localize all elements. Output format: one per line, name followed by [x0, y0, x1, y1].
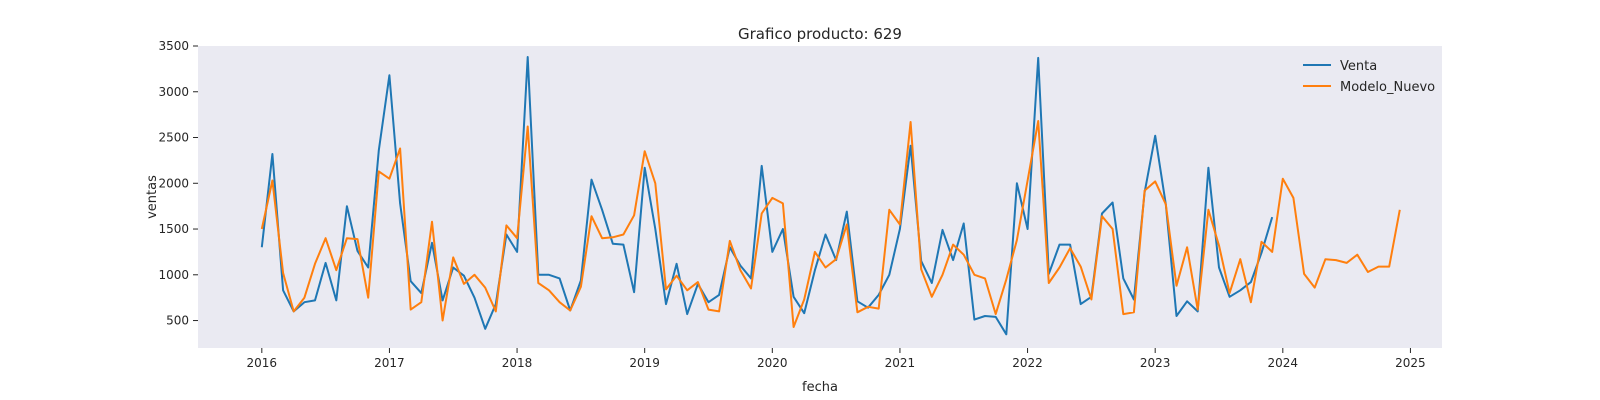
legend-label: Modelo_Nuevo — [1340, 80, 1435, 95]
y-tick-label: 2500 — [158, 131, 189, 145]
x-axis-label: fecha — [802, 380, 838, 395]
y-tick-label: 500 — [166, 314, 189, 328]
legend-label: Venta — [1340, 59, 1377, 74]
y-tick-label: 3500 — [158, 39, 189, 53]
y-tick-label: 1500 — [158, 222, 189, 236]
x-tick-label: 2016 — [247, 356, 278, 370]
x-tick-label: 2024 — [1268, 356, 1299, 370]
series-line-modelo-nuevo — [260, 120, 1401, 328]
y-axis-ticks: 500 1000 1500 2000 2500 3000 3500 — [158, 39, 198, 328]
series-line-venta — [260, 56, 1274, 336]
y-tick-label: 1000 — [158, 268, 189, 282]
x-tick-label: 2018 — [502, 356, 533, 370]
x-axis-ticks: 2016 2017 2018 2019 2020 2021 2022 2023 2024 2025 — [247, 348, 1426, 370]
x-tick-label: 2020 — [757, 356, 788, 370]
y-axis-label: ventas — [145, 175, 160, 219]
legend: Venta Modelo_Nuevo — [1303, 59, 1435, 95]
chart-title: Grafico producto: 629 — [738, 25, 902, 43]
x-tick-label: 2021 — [885, 356, 916, 370]
plot-area — [198, 46, 1442, 348]
series-lines — [260, 56, 1401, 336]
x-tick-label: 2022 — [1012, 356, 1043, 370]
x-tick-label: 2017 — [374, 356, 405, 370]
x-tick-label: 2023 — [1140, 356, 1171, 370]
y-tick-label: 3000 — [158, 85, 189, 99]
y-tick-label: 2000 — [158, 176, 189, 190]
x-tick-label: 2025 — [1395, 356, 1426, 370]
x-tick-label: 2019 — [629, 356, 660, 370]
